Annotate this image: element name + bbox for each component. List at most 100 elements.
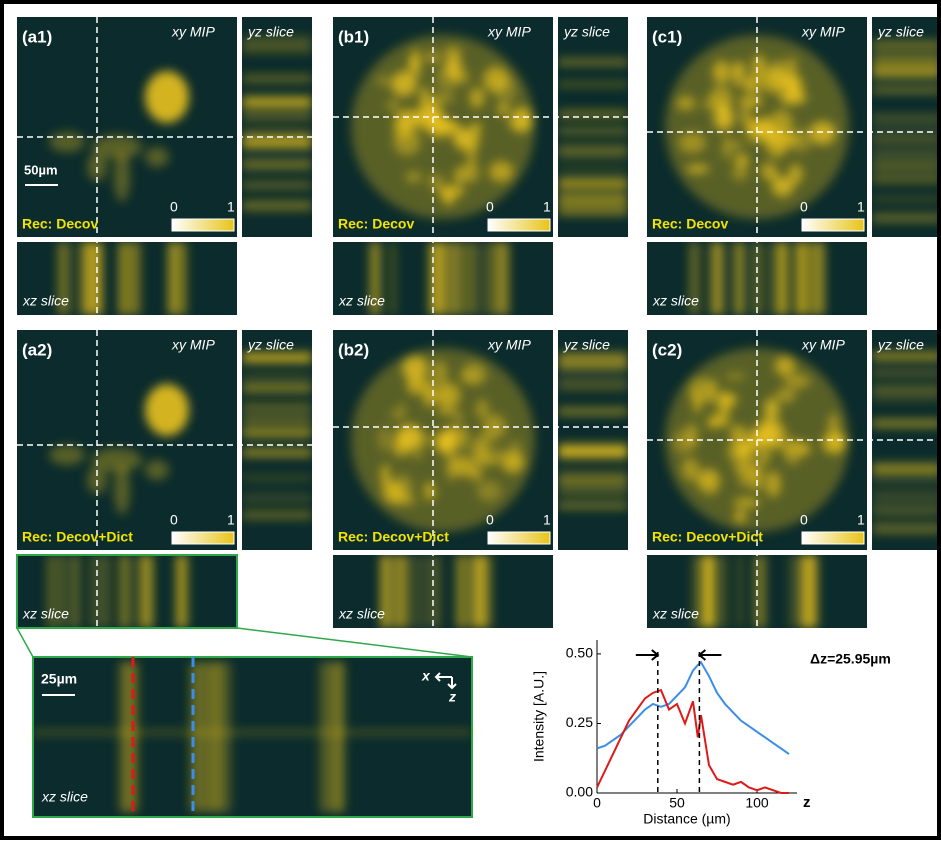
blob — [760, 163, 777, 179]
blob — [733, 498, 760, 508]
blob — [785, 374, 811, 388]
stripe — [242, 352, 312, 357]
stripe — [872, 524, 941, 530]
blob — [686, 165, 710, 173]
blob — [437, 407, 456, 415]
stripe — [498, 242, 509, 315]
stripe — [119, 242, 128, 315]
y-axis-label: Intensity [A.U.] — [531, 671, 547, 762]
stripe — [242, 475, 312, 482]
stripe — [558, 127, 628, 135]
stripe — [710, 242, 724, 315]
stripe — [33, 730, 472, 735]
blob — [764, 398, 779, 421]
stripe — [737, 555, 743, 628]
y-tick-label: 0.00 — [566, 784, 593, 800]
stripe — [872, 394, 941, 401]
stripe — [215, 662, 231, 812]
blob — [828, 413, 838, 433]
blob — [397, 403, 406, 419]
yz-label: yz slice — [877, 337, 924, 353]
stripe — [872, 462, 941, 467]
blob — [432, 360, 448, 386]
blob — [735, 154, 749, 167]
blob — [743, 75, 756, 94]
blob — [497, 103, 509, 116]
stripe — [242, 160, 312, 166]
stripe — [412, 555, 419, 628]
yz-label: yz slice — [563, 337, 610, 353]
method-label: Rec: Decov+Dict — [22, 529, 133, 545]
blob — [798, 442, 811, 455]
colorbar-min: 0 — [486, 199, 494, 215]
stripe — [558, 442, 628, 451]
stripe — [242, 430, 312, 436]
xz-label: xz slice — [338, 606, 385, 622]
blob — [759, 448, 770, 463]
blob — [377, 75, 389, 86]
blob — [512, 107, 533, 132]
xy-label: xy MIP — [801, 24, 845, 40]
blob — [453, 410, 463, 421]
blob — [114, 152, 130, 202]
blob — [676, 96, 695, 110]
stripe — [139, 555, 143, 628]
blob — [765, 471, 781, 497]
stripe — [170, 242, 175, 315]
stripe — [558, 476, 628, 484]
xy-image — [17, 330, 237, 550]
blob — [114, 465, 130, 515]
method-label: Rec: Decov+Dict — [652, 529, 763, 545]
stripe — [558, 361, 628, 369]
blob — [730, 425, 744, 440]
x-tick-label: 0 — [593, 795, 601, 811]
colorbar — [172, 532, 234, 544]
axis-x: x — [421, 668, 431, 684]
blob — [145, 71, 189, 123]
colorbar-min: 0 — [170, 199, 178, 215]
stripe — [242, 374, 312, 378]
stripe — [719, 555, 726, 628]
stripe — [872, 420, 941, 427]
blob — [678, 132, 706, 153]
stripe — [558, 167, 628, 171]
stripe — [82, 242, 92, 315]
stripe — [383, 555, 396, 628]
blob — [446, 123, 462, 131]
stripe — [101, 555, 109, 628]
blob — [776, 388, 796, 402]
blob — [396, 429, 419, 450]
blob — [469, 465, 482, 481]
stripe — [558, 470, 628, 473]
stripe — [242, 417, 312, 422]
stripe — [872, 58, 941, 65]
stripe — [872, 216, 941, 222]
stripe — [335, 662, 345, 812]
stripe — [242, 515, 312, 518]
scale-bar-label: 50µm — [24, 162, 58, 177]
blob — [708, 379, 718, 405]
stripe — [465, 242, 475, 315]
blob — [460, 426, 469, 450]
stripe — [120, 662, 138, 812]
blob — [477, 481, 502, 501]
annotation: Δz=25.95µm — [810, 651, 891, 667]
stripe — [242, 358, 312, 363]
stripe — [872, 53, 941, 58]
xy-image — [17, 17, 237, 237]
stripe — [872, 507, 941, 516]
stripe — [872, 41, 941, 49]
stripe — [872, 87, 941, 93]
colorbar-min: 0 — [800, 199, 808, 215]
stripe — [449, 242, 463, 315]
stripe — [558, 150, 628, 158]
stripe — [796, 242, 804, 315]
y-tick-label: 0.50 — [566, 645, 593, 661]
blob — [720, 391, 730, 418]
blob — [738, 96, 763, 107]
stripe — [242, 137, 312, 144]
scale-bar-label: 25µm — [41, 671, 77, 687]
xy-label: xy MIP — [487, 24, 531, 40]
xy-label: xy MIP — [171, 24, 215, 40]
colorbar-max: 1 — [857, 512, 865, 528]
